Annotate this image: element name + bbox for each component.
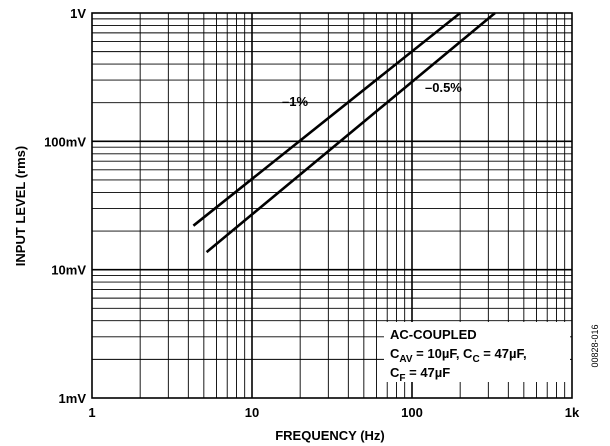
note-background xyxy=(384,322,570,382)
axis-ticks: 1 10 100 1k 1mV 10mV 100mV 1V xyxy=(44,6,580,420)
x-tick-label: 1k xyxy=(565,405,580,420)
note-line-2: CAV = 10µF, CC = 47µF, xyxy=(390,346,527,365)
plot-series xyxy=(192,11,496,254)
series-line-1 xyxy=(192,11,462,227)
plot-frame xyxy=(91,12,573,399)
plot-grid xyxy=(92,13,572,398)
series-label-0-5pct: –0.5% xyxy=(425,80,462,95)
y-tick-label: 100mV xyxy=(44,134,86,149)
figure-id: 00828-016 xyxy=(590,324,600,367)
y-axis-label: INPUT LEVEL (rms) xyxy=(13,146,28,266)
note-box: AC-COUPLED CAV = 10µF, CC = 47µF, CF = 4… xyxy=(390,327,527,384)
y-tick-label: 1V xyxy=(70,6,86,21)
note-line-3: CF = 47µF xyxy=(390,365,450,384)
y-tick-label: 1mV xyxy=(59,391,87,406)
x-axis-label: FREQUENCY (Hz) xyxy=(275,428,385,443)
x-tick-label: 10 xyxy=(245,405,259,420)
x-tick-label: 100 xyxy=(401,405,423,420)
note-line-1: AC-COUPLED xyxy=(390,327,477,342)
y-tick-label: 10mV xyxy=(51,263,86,278)
x-tick-label: 1 xyxy=(88,405,95,420)
series-label-1pct: –1% xyxy=(282,94,308,109)
series-line-2 xyxy=(205,11,496,254)
